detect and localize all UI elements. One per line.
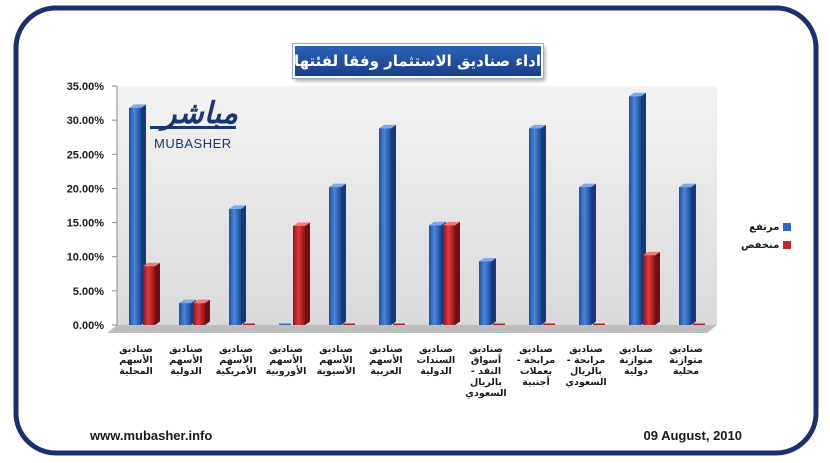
bar-low-side: [155, 262, 160, 325]
plot-wall: [117, 86, 717, 325]
category-label: صناديق الأسهم الأوروبية: [265, 344, 307, 377]
legend-item-high: مرتفع: [741, 218, 792, 236]
bar-high: [279, 323, 291, 325]
bar-low-top: [143, 262, 160, 267]
bar-high: [229, 208, 241, 325]
chart-title: اداء صناديق الاستثمار وفقا لفئتها: [293, 44, 543, 78]
bar-high-top: [479, 257, 496, 262]
bar-low-top: [193, 299, 210, 304]
legend: مرتفع منخفض: [741, 218, 792, 254]
y-tick-label: 30.00%: [67, 115, 105, 127]
bar-high-top: [179, 299, 196, 304]
logo-underline: [150, 126, 236, 129]
bar-high-top: [129, 104, 146, 108]
plot-floor: [107, 325, 717, 333]
category-label: صناديق متوازنة دولية: [619, 344, 653, 377]
bar-low: [643, 255, 655, 325]
bar-high-top: [629, 92, 646, 97]
bar-high: [179, 303, 191, 325]
bar-low-top: [643, 251, 660, 256]
bar-low: [243, 323, 255, 325]
logo-english: MUBASHER: [154, 136, 232, 151]
bar-high-side: [541, 124, 546, 325]
bar-high: [329, 187, 341, 325]
legend-item-low: منخفض: [741, 236, 792, 254]
bar-high-side: [691, 183, 696, 325]
bar-high-side: [241, 205, 246, 325]
bars: [129, 92, 705, 325]
category-label: صناديق أسواق النقد - بالريال السعودي: [465, 344, 507, 399]
bar-high-top: [329, 183, 346, 188]
y-tick-label: 10.00%: [67, 252, 105, 264]
y-tick-label: 5.00%: [73, 286, 104, 298]
legend-swatch-high: [783, 223, 792, 231]
bar-high: [429, 225, 441, 325]
bar-high-side: [491, 257, 496, 325]
mubasher-logo: مباشر MUBASHER: [150, 96, 238, 154]
bar-low: [143, 266, 155, 325]
category-label: صناديق الأسهم العربية: [369, 344, 403, 377]
category-label: صناديق مرابحة - بعملات أجنبية: [516, 344, 556, 388]
y-tick-label: 15.00%: [67, 218, 105, 230]
bar-low-side: [205, 299, 210, 325]
category-label: صناديق الأسهم الأمريكية: [215, 344, 257, 377]
bar-low: [443, 225, 455, 325]
bar-low-top: [443, 221, 460, 226]
date-label: 09 August, 2010: [643, 428, 742, 443]
bar-high-top: [579, 183, 596, 188]
category-label: صناديق السندات الدولية: [416, 344, 456, 377]
y-tick-label: 0.00%: [73, 320, 104, 332]
bar-high-top: [379, 124, 396, 129]
bar-high-top: [429, 221, 446, 226]
legend-label-low: منخفض: [741, 239, 780, 251]
bar-low: [293, 225, 305, 325]
category-label: صناديق الأسهم الدولية: [169, 344, 203, 377]
category-label: صناديق مرابحة - بالريال السعودي: [565, 344, 607, 388]
category-label: صناديق متوازنة محلية: [669, 344, 703, 377]
bar-low: [193, 303, 205, 325]
bar-low: [343, 323, 355, 325]
category-label: صناديق الأسهم المحلية: [119, 344, 153, 377]
bar-high: [579, 187, 591, 325]
bar-high-side: [591, 183, 596, 325]
y-ticks: 0.00% 5.00% 10.00% 15.00% 20.00% 25.00% 30.00%…: [67, 81, 117, 332]
bar-high-side: [391, 124, 396, 325]
bar-low: [493, 323, 505, 325]
bar-low: [593, 323, 605, 325]
bar-low: [543, 323, 555, 325]
bar-low-side: [305, 222, 310, 325]
category-label: صناديق الأسهم الآسيوية: [316, 344, 356, 377]
bar-high: [629, 96, 641, 325]
bar-high: [679, 187, 691, 325]
bar-high: [479, 261, 491, 325]
bar-low-top: [293, 222, 310, 226]
legend-swatch-low: [783, 241, 792, 249]
logo-arabic: مباشر: [162, 96, 238, 131]
bar-high-top: [229, 205, 246, 209]
bar-low: [693, 323, 705, 325]
bar-low-side: [455, 221, 460, 325]
y-tick-label: 25.00%: [67, 149, 105, 161]
bar-low-side: [655, 251, 660, 325]
bar-high-top: [679, 183, 696, 188]
website-link[interactable]: www.mubasher.info: [90, 428, 213, 443]
y-tick-label: 35.00%: [67, 81, 105, 93]
bar-high-top: [529, 124, 546, 129]
bar-low: [393, 323, 405, 325]
legend-label-high: مرتفع: [749, 221, 780, 233]
bar-high-side: [341, 183, 346, 325]
y-tick-label: 20.00%: [67, 183, 105, 195]
bar-high: [529, 128, 541, 325]
bar-high: [129, 107, 141, 325]
bar-high: [379, 128, 391, 325]
